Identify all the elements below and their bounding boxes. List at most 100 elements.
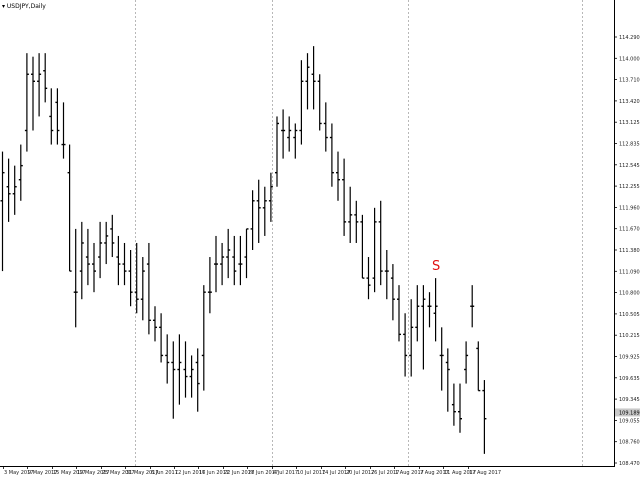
ohlc-bar — [378, 200, 383, 286]
ohlc-bar — [134, 242, 139, 314]
price-tick-label: 111.380 — [619, 248, 640, 254]
date-tick-label: 11 Aug 2017 — [444, 470, 476, 476]
ohlc-bar — [153, 306, 157, 342]
ohlc-bar — [73, 228, 78, 328]
vertical-grid-lines — [135, 0, 583, 466]
ohlc-bar — [458, 383, 462, 433]
ohlc-bar — [201, 285, 206, 391]
ohlc-bar — [323, 102, 328, 152]
ohlc-bar — [390, 264, 395, 321]
ohlc-bar — [61, 102, 66, 159]
date-tick-label: 25 May 2017 — [102, 470, 135, 476]
price-tick-label: 109.345 — [619, 397, 640, 403]
ohlc-bar — [281, 109, 286, 159]
ohlc-bar — [329, 123, 334, 187]
ohlc-bar — [421, 285, 426, 370]
ohlc-bar — [275, 116, 279, 187]
ohlc-bar — [311, 46, 316, 110]
date-tick-label: 6 Jun 2017 — [151, 470, 178, 476]
price-tick-label: 111.090 — [619, 269, 640, 275]
ohlc-bar — [146, 242, 151, 335]
annotations: S — [432, 259, 440, 274]
ohlc-bar — [104, 221, 109, 265]
price-tick-label: 111.670 — [619, 227, 640, 233]
date-tick-label: 3 May 2017 — [4, 470, 33, 476]
date-tick-label: 15 May 2017 — [53, 470, 86, 476]
current-price-label: 109.189 — [619, 410, 640, 416]
price-tick-label: 114.290 — [619, 35, 640, 41]
price-tick-label: 109.925 — [619, 355, 640, 361]
chart-symbol-title[interactable]: ▾ USDJPY,Daily — [2, 3, 46, 10]
date-tick-label: 19 May 2017 — [77, 470, 110, 476]
ohlc-bar — [439, 327, 444, 391]
ohlc-bar — [299, 60, 304, 145]
ohlc-bar — [79, 221, 84, 300]
ohlc-bar — [317, 74, 322, 131]
ohlc-bar — [195, 348, 200, 412]
ohlc-bar — [128, 250, 133, 307]
ohlc-bar — [433, 278, 438, 342]
ohlc-bar — [293, 123, 298, 159]
price-tick-label: 110.505 — [619, 312, 640, 318]
ohlc-bar — [244, 228, 249, 279]
price-tick-label: 112.545 — [619, 163, 640, 169]
ohlc-bar — [445, 348, 450, 412]
date-tick-label: 9 May 2017 — [28, 470, 57, 476]
ohlc-bar — [470, 285, 475, 328]
price-tick-label: 112.255 — [619, 184, 640, 190]
ohlc-bar — [67, 144, 72, 272]
ohlc-bar — [12, 165, 17, 215]
ohlc-bar — [464, 341, 469, 384]
ohlc-bar — [268, 172, 273, 222]
ohlc-bar — [397, 285, 401, 342]
date-tick-label: 31 May 2017 — [126, 470, 159, 476]
price-tick-label: 110.215 — [619, 333, 640, 339]
ohlc-bar — [427, 292, 432, 328]
ohlc-bar — [37, 53, 42, 117]
ohlc-bar — [122, 242, 127, 286]
ohlc-bar — [43, 53, 48, 103]
ohlc-bar — [384, 250, 389, 300]
ohlc-bar — [354, 200, 359, 243]
ohlc-bar — [287, 116, 292, 152]
ohlc-bar — [451, 383, 456, 426]
ohlc-bar — [207, 257, 212, 314]
ohlc-bar — [18, 144, 23, 201]
ohlc-bar — [226, 228, 231, 279]
ohlc-bar — [92, 242, 96, 293]
ohlc-bar — [256, 179, 261, 243]
date-tick-label: 26 Jul 2017 — [371, 470, 399, 476]
ohlc-bar — [232, 235, 237, 286]
ohlc-bar — [55, 88, 60, 145]
ohlc-bar — [360, 214, 365, 279]
ohlc-bar — [409, 299, 414, 377]
date-tick-label: 4 Jul 2017 — [273, 470, 298, 476]
price-tick-label: 109.635 — [619, 376, 640, 382]
price-tick-label: 109.055 — [619, 418, 640, 424]
ohlc-bar — [171, 341, 176, 419]
date-tick-label: 14 Jul 2017 — [322, 470, 350, 476]
date-tick-label: 10 Jul 2017 — [297, 470, 325, 476]
ohlc-bar — [6, 158, 11, 222]
ohlc-bar — [98, 221, 103, 279]
date-tick-label: 22 Jun 2017 — [224, 470, 254, 476]
price-tick-label: 113.125 — [619, 120, 640, 126]
price-tick-label: 113.420 — [619, 99, 640, 105]
ohlc-bar — [116, 235, 121, 286]
signal-annotation: S — [432, 259, 440, 274]
ohlc-bar — [49, 88, 54, 145]
ohlc-bar — [415, 285, 420, 342]
ohlc-bar — [165, 334, 170, 384]
ohlc-bar — [183, 341, 188, 398]
price-tick-label: 108.760 — [619, 440, 640, 446]
ohlc-bar — [366, 257, 371, 300]
date-tick-label: 17 Aug 2017 — [469, 470, 501, 476]
ohlc-bar — [159, 313, 164, 363]
ohlc-bar — [250, 190, 255, 250]
ohlc-bar — [238, 235, 243, 286]
ohlc-bar — [189, 355, 194, 398]
date-tick-label: 7 Aug 2017 — [420, 470, 449, 476]
